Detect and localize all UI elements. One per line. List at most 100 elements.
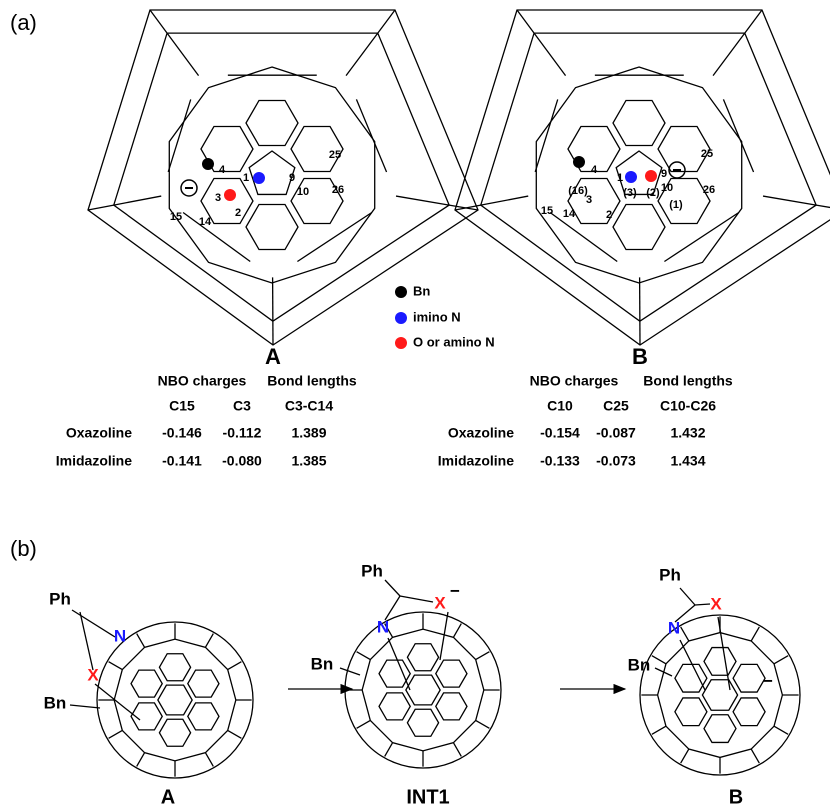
atom-number: 26 (332, 184, 344, 196)
atom-number: (3) (623, 187, 637, 199)
ring (114, 639, 236, 761)
structure-name: B (729, 786, 743, 808)
hexagon (704, 648, 736, 676)
bond (167, 33, 198, 76)
bond (681, 749, 689, 763)
fullerene (345, 612, 501, 768)
bond (652, 726, 666, 734)
legend-label: O or amino N (413, 334, 495, 349)
atom-number: 4 (219, 164, 226, 176)
table-cell: 1.432 (670, 425, 705, 441)
table-header: NBO charges (530, 373, 619, 389)
row-label: Imidazoline (438, 453, 514, 469)
substituent: N (114, 626, 126, 645)
bond (453, 743, 461, 757)
bond (109, 730, 123, 738)
bond (396, 196, 449, 205)
bond (70, 705, 100, 708)
bond (517, 10, 534, 33)
hexagon (379, 660, 410, 687)
bond (137, 634, 145, 648)
hexagon (436, 660, 467, 687)
atom-dot (395, 337, 407, 349)
column-header: C10 (547, 398, 573, 414)
hexagon (406, 675, 440, 705)
bond (535, 99, 557, 172)
ring (114, 33, 449, 321)
atom-dot (202, 158, 214, 170)
figure: (a)(b)4192510263215144(16)1(3)9(2)2510(1… (0, 0, 830, 809)
substituent: Ph (49, 589, 71, 608)
row-label: Oxazoline (66, 425, 132, 441)
bond (385, 580, 400, 596)
bond (534, 33, 565, 76)
bond (476, 720, 490, 728)
bond (695, 604, 710, 605)
column-header: C10-C26 (660, 398, 716, 414)
atom-number: 25 (701, 148, 713, 160)
hexagon (702, 680, 737, 710)
atom-number: 25 (329, 149, 341, 161)
outer-ring (455, 10, 830, 345)
substituent: X (87, 665, 99, 684)
bond (680, 640, 705, 690)
atom-dot (625, 171, 637, 183)
hexagon (407, 709, 438, 736)
table-header: Bond lengths (643, 373, 733, 389)
row-label: Oxazoline (448, 425, 514, 441)
hexagon (407, 644, 438, 671)
atom-dot (224, 189, 236, 201)
bond (357, 720, 371, 728)
table-cell: -0.087 (596, 425, 636, 441)
bond (763, 196, 816, 205)
substituent: Bn (44, 693, 67, 712)
bond (388, 638, 410, 690)
structure-name: INT1 (406, 786, 449, 808)
bond (476, 652, 490, 660)
bond (205, 634, 213, 648)
bond (751, 627, 759, 641)
atom-number: 9 (661, 168, 667, 180)
bond (356, 99, 386, 172)
atom-number: 3 (586, 194, 592, 206)
structure-drawings (70, 10, 830, 778)
substituent: N (377, 617, 389, 636)
bond (228, 730, 242, 738)
fullerene (640, 615, 800, 775)
hexagon (704, 715, 736, 743)
atom-dot (573, 156, 585, 168)
column-header: C25 (603, 398, 629, 414)
substituent: X (434, 593, 446, 612)
legend-label: imino N (413, 309, 461, 324)
atom-number: (2) (646, 187, 660, 199)
hexagon (246, 204, 298, 249)
hexagon (613, 100, 665, 145)
hexagon (159, 719, 190, 746)
atom-number: 26 (703, 184, 715, 196)
hexagon (158, 685, 192, 715)
bond (385, 743, 393, 757)
atom-number: 1 (617, 172, 623, 184)
bond (723, 99, 753, 172)
hexagon (675, 664, 707, 692)
bond (88, 205, 114, 210)
structure-name: B (632, 344, 648, 369)
bond (681, 627, 689, 641)
atom-dot (395, 312, 407, 324)
row-label: Imidazoline (56, 453, 132, 469)
structure-name: A (161, 786, 175, 808)
bond (340, 668, 360, 675)
bond (346, 33, 378, 76)
bond (713, 33, 745, 76)
column-header: C3 (233, 398, 251, 414)
bond (816, 205, 830, 210)
bond (137, 753, 145, 767)
table-cell: 1.385 (291, 453, 326, 469)
bond (228, 662, 242, 670)
atom-number: 3 (215, 192, 221, 204)
bond (114, 196, 161, 205)
hexagon (131, 670, 162, 697)
bond (297, 212, 371, 261)
atom-number: 14 (563, 208, 576, 220)
table-header: NBO charges (158, 373, 247, 389)
